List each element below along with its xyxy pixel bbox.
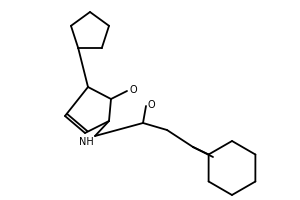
Text: O: O (148, 100, 156, 110)
Text: NH: NH (79, 137, 94, 147)
Text: O: O (129, 85, 136, 95)
